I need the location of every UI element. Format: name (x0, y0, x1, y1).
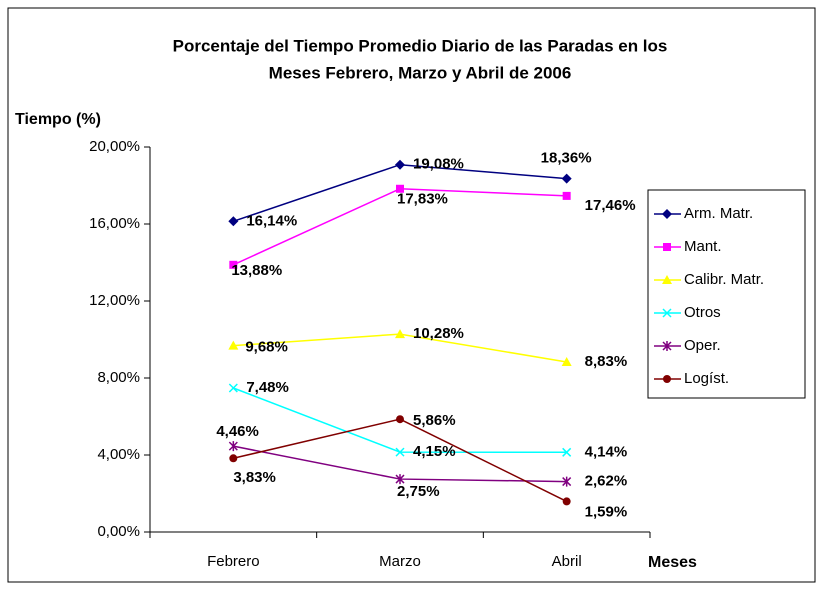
legend-marker (662, 275, 672, 284)
legend-label: Oper. (684, 337, 721, 354)
data-point (228, 340, 239, 350)
data-point (395, 329, 405, 339)
legend-marker (663, 375, 671, 383)
data-label: 4,15% (413, 443, 456, 460)
data-label: 10,28% (413, 325, 464, 342)
x-tick-label: Febrero (207, 553, 260, 570)
data-label: 4,46% (216, 423, 259, 440)
data-point (561, 173, 572, 184)
y-tick-label: 20,00% (89, 138, 140, 155)
data-point (395, 447, 405, 457)
data-label: 16,14% (246, 212, 297, 229)
data-label: 1,59% (585, 503, 628, 520)
data-point (229, 260, 238, 269)
data-label: 4,14% (585, 443, 628, 460)
data-label: 2,62% (585, 473, 628, 490)
legend-label: Mant. (684, 238, 722, 255)
y-tick-label: 16,00% (89, 215, 140, 232)
data-point (228, 216, 239, 227)
data-label: 17,83% (397, 191, 448, 208)
data-point (395, 159, 405, 170)
legend-label: Calibr. Matr. (684, 271, 764, 288)
data-label: 2,75% (397, 483, 440, 500)
data-label: 19,08% (413, 156, 464, 173)
data-point (396, 184, 404, 193)
data-point (562, 447, 572, 457)
legend-marker (662, 308, 672, 318)
data-point (562, 191, 571, 200)
data-point (396, 415, 404, 424)
data-label: 5,86% (413, 412, 456, 429)
data-point (228, 383, 238, 393)
data-point (229, 454, 238, 463)
legend-label: Arm. Matr. (684, 205, 753, 222)
legend-marker (663, 243, 671, 251)
legend-label: Otros (684, 304, 721, 321)
data-label: 13,88% (231, 262, 282, 279)
y-tick-label: 12,00% (89, 292, 140, 309)
y-tick-label: 8,00% (97, 369, 140, 386)
y-tick-label: 0,00% (97, 523, 140, 540)
legend-label: Logíst. (684, 370, 729, 387)
y-tick-label: 4,00% (97, 446, 140, 463)
legend-marker (662, 341, 672, 351)
x-tick-label: Marzo (379, 553, 421, 570)
data-point (561, 357, 572, 367)
x-tick-label: Abril (552, 553, 582, 570)
legend-box (647, 189, 806, 399)
data-point (562, 476, 572, 487)
data-label: 9,68% (245, 339, 288, 356)
data-point (395, 474, 405, 485)
chart-title: Porcentaje del Tiempo Promedio Diario de… (173, 36, 668, 55)
data-label: 17,46% (585, 197, 636, 214)
legend-marker (662, 209, 672, 219)
data-label: 3,83% (233, 469, 276, 486)
y-axis-label: Tiempo (%) (15, 111, 101, 128)
chart-title: Meses Febrero, Marzo y Abril de 2006 (269, 63, 572, 82)
data-point (228, 441, 238, 452)
data-label: 8,83% (585, 353, 628, 370)
x-axis-label: Meses (648, 554, 697, 571)
data-point (562, 497, 571, 506)
data-label: 18,36% (541, 150, 592, 167)
data-label: 7,48% (246, 379, 289, 396)
